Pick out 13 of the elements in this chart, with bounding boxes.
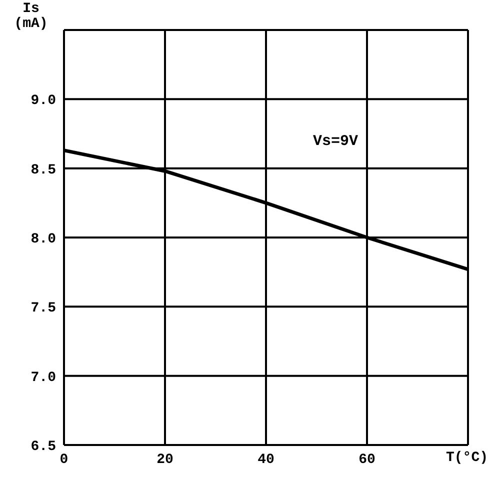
annotation: Vs=9V: [313, 133, 358, 150]
y-tick-label: 8.5: [30, 162, 56, 178]
y-tick-label: 7.5: [30, 300, 56, 317]
y-axis-title: Is (mA): [13, 1, 49, 32]
x-tick-label: 0: [60, 452, 68, 468]
y-tick-label: 9.0: [30, 93, 56, 110]
x-axis-title: T(°C): [446, 450, 488, 466]
y-tick-label: 6.5: [30, 438, 56, 455]
y-tick-label: 8.0: [30, 231, 56, 248]
x-tick-label: 60: [358, 452, 376, 468]
y-tick-label: 7.0: [30, 370, 56, 386]
x-tick-label: 40: [258, 452, 274, 468]
x-tick-label: 20: [156, 452, 174, 468]
